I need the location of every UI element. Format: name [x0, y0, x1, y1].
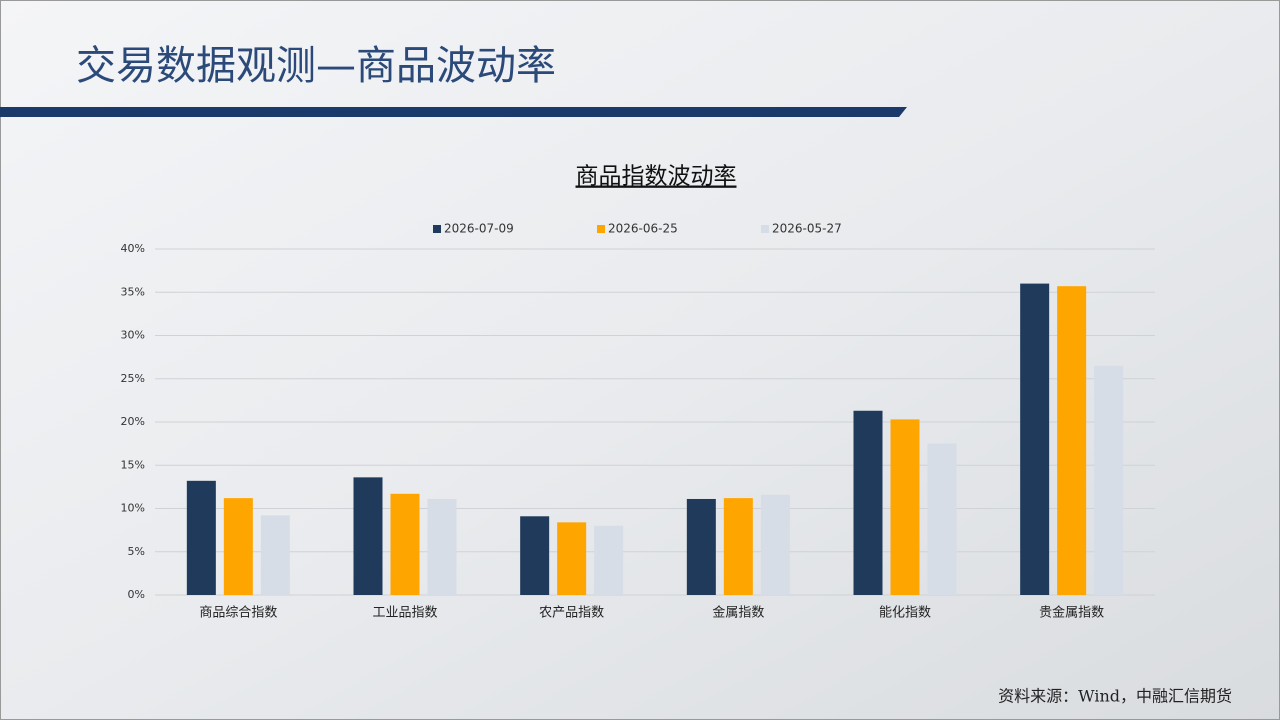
y-tick-label: 15% — [121, 458, 145, 471]
bar — [686, 498, 716, 595]
y-tick-label: 0% — [128, 588, 145, 601]
chart-title: 商品指数波动率 — [576, 164, 737, 190]
legend-marker — [761, 225, 769, 233]
bar — [723, 498, 753, 595]
x-tick-label: 农产品指数 — [539, 606, 604, 621]
bar — [1020, 283, 1050, 595]
bar — [760, 494, 790, 595]
slide-title: 交易数据观测—商品波动率 — [76, 43, 556, 89]
title-band — [0, 107, 907, 117]
legend-label: 2026-06-25 — [608, 222, 678, 236]
source-note: 资料来源：Wind，中融汇信期货 — [998, 687, 1232, 706]
bar — [1057, 286, 1087, 595]
bar — [260, 515, 290, 595]
bar — [853, 410, 883, 595]
bar — [390, 493, 420, 595]
x-tick-label: 能化指数 — [879, 606, 931, 621]
bar — [927, 443, 957, 595]
y-tick-label: 5% — [128, 545, 145, 558]
bar — [427, 498, 457, 595]
y-tick-label: 35% — [121, 285, 145, 298]
bar — [520, 516, 550, 595]
legend-marker — [597, 225, 605, 233]
bar — [594, 525, 624, 595]
y-tick-label: 10% — [121, 502, 145, 515]
x-tick-label: 金属指数 — [712, 605, 764, 621]
x-tick-label: 贵金属指数 — [1039, 605, 1104, 621]
bar — [557, 522, 587, 595]
y-tick-label: 40% — [121, 242, 145, 255]
bar — [890, 419, 920, 595]
bar — [353, 477, 383, 595]
bar — [223, 498, 253, 595]
y-tick-label: 30% — [121, 329, 145, 342]
x-tick-label: 商品综合指数 — [199, 606, 277, 621]
legend-label: 2026-07-09 — [444, 222, 514, 236]
x-tick-label: 工业品指数 — [372, 606, 437, 621]
legend-marker — [433, 225, 441, 233]
bar — [1094, 365, 1124, 595]
y-tick-label: 20% — [121, 415, 145, 428]
legend-label: 2026-05-27 — [772, 222, 842, 236]
y-tick-label: 25% — [121, 372, 145, 385]
bar — [186, 480, 216, 595]
